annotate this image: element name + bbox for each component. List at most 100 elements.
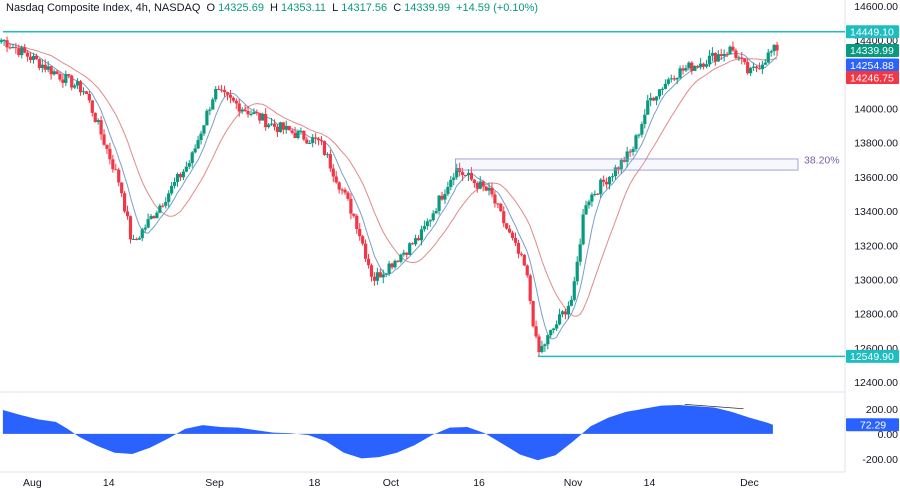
candle-body (681, 68, 685, 71)
candle-body (234, 100, 238, 104)
candle-body (393, 260, 397, 268)
candle-body (314, 137, 318, 139)
high-value: 14353.11 (280, 2, 327, 14)
candle-body (290, 130, 294, 133)
candle-body (267, 124, 271, 128)
symbol-title: Nasdaq Composite Index, 4h, NASDAQ (6, 2, 201, 14)
candle-body (381, 274, 385, 278)
candle-body (249, 113, 253, 115)
candle-body (654, 96, 659, 101)
candle-body (737, 57, 741, 59)
candle-body (660, 88, 665, 90)
candle-body (246, 110, 250, 115)
candle-body (134, 238, 138, 240)
candle-body (446, 186, 450, 195)
candle-body (331, 168, 335, 177)
candle-body (425, 221, 429, 227)
candle-body (281, 122, 285, 130)
candle-body (231, 97, 235, 101)
candle-body (693, 66, 697, 71)
candle-body (710, 52, 715, 56)
price-label-box (846, 70, 899, 84)
candle-body (334, 176, 338, 183)
candle-body (687, 62, 691, 69)
candle-body (460, 172, 465, 175)
price-label: 14254.88 (850, 60, 894, 72)
candle-body (8, 47, 12, 49)
candle-body (528, 275, 532, 301)
candle-body (155, 212, 159, 219)
candle-body (58, 74, 62, 80)
candle-body (584, 205, 588, 215)
time-tick-label: Nov (564, 477, 583, 489)
change-value: +14.59 (+0.10%) (456, 2, 539, 14)
oscillator-tick-label: 200.00 (866, 404, 898, 416)
candle-body (701, 63, 706, 67)
candle-body (272, 123, 277, 127)
candle-body (557, 314, 562, 325)
candle-body (70, 75, 74, 88)
candle-body (552, 328, 556, 330)
candle-body (613, 167, 618, 177)
high-label: H (270, 2, 278, 14)
candle-body (422, 226, 426, 230)
candle-body (396, 260, 400, 262)
candle-body (211, 99, 215, 110)
candle-body (434, 211, 438, 214)
candle-body (684, 68, 688, 71)
candle-body (707, 55, 712, 65)
candle-body (184, 166, 188, 172)
candle-body (631, 149, 635, 153)
candle-body (105, 144, 109, 149)
candle-body (540, 346, 544, 353)
candle-body (117, 169, 121, 183)
candle-body (452, 177, 456, 180)
candle-body (678, 68, 682, 78)
candle-body (472, 179, 476, 183)
price-tick-label: 13400.00 (854, 206, 898, 218)
price-label-box (846, 43, 899, 57)
candle-body (193, 148, 197, 153)
candle-body (222, 89, 227, 93)
price-tick-label: 14000.00 (854, 104, 898, 116)
candle-body (161, 205, 165, 207)
slow-moving-average-line (1, 39, 778, 317)
candle-body (0, 40, 3, 43)
fast-moving-average-line (1, 39, 778, 340)
candle-body (590, 194, 594, 202)
candle-body (128, 216, 133, 240)
candle-body (43, 64, 47, 70)
candle-body (575, 261, 579, 282)
candle-body (416, 238, 421, 241)
candle-body (419, 229, 424, 241)
time-tick-label: 14 (644, 477, 656, 489)
candle-body (346, 192, 350, 199)
candle-body (566, 305, 570, 315)
open-label: O (206, 2, 216, 14)
candle-body (616, 167, 620, 170)
candle-body (555, 324, 559, 329)
price-label-box (846, 58, 899, 72)
oscillator-area (2, 405, 773, 461)
candle-body (402, 252, 406, 255)
candle-body (531, 300, 535, 327)
price-tick-label: 13200.00 (854, 240, 898, 252)
candle-body (225, 92, 230, 95)
close-label: C (393, 2, 402, 14)
candle-body (319, 140, 324, 142)
candle-body (361, 236, 365, 244)
candle-body (610, 176, 615, 178)
candle-body (325, 154, 330, 156)
candle-body (64, 74, 68, 83)
candle-body (214, 88, 218, 100)
candle-body (264, 114, 268, 128)
candle-body (675, 77, 679, 80)
candle-body (481, 181, 485, 187)
candle-body (372, 276, 377, 281)
candle-body (349, 198, 353, 214)
candle-body (269, 123, 274, 125)
candle-body (73, 85, 77, 88)
candle-body (431, 213, 435, 221)
candle-body (137, 238, 141, 240)
